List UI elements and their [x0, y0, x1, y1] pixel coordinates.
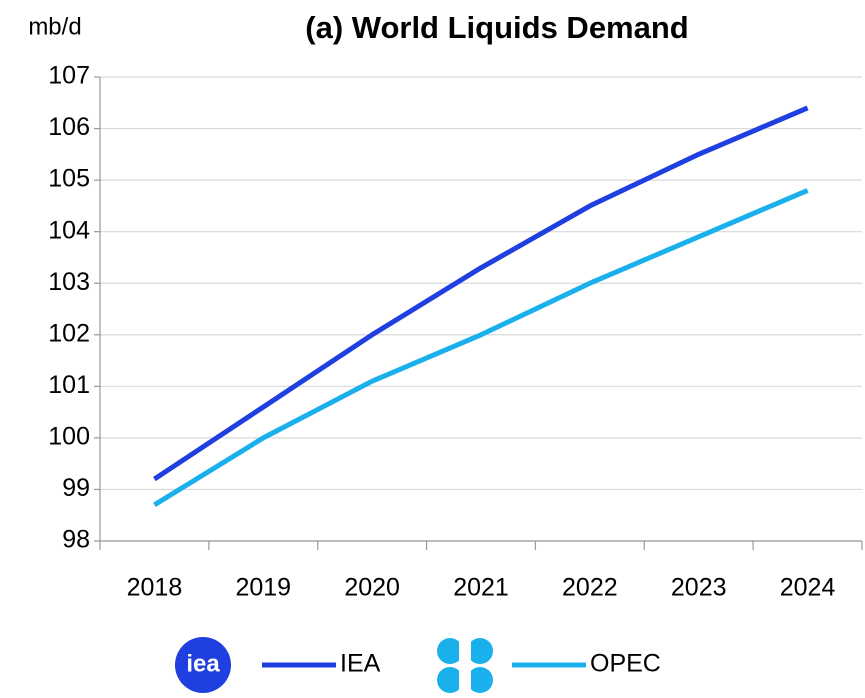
iea-logo-text: iea: [186, 650, 220, 677]
opec-logo: [437, 638, 493, 693]
legend-label: IEA: [340, 650, 381, 678]
y-axis-label: mb/d: [28, 13, 81, 40]
y-tick-label: 99: [62, 474, 90, 502]
x-tick-label: 2018: [127, 574, 183, 602]
x-tick-label: 2022: [562, 574, 618, 602]
y-tick-label: 105: [48, 165, 90, 193]
y-tick-label: 106: [48, 113, 90, 141]
legend-label: OPEC: [590, 650, 661, 678]
x-tick-label: 2024: [780, 574, 836, 602]
line-series: [153, 188, 809, 508]
y-tick-label: 107: [48, 62, 90, 90]
y-tick-label: 103: [48, 268, 90, 296]
chart-title: (a) World Liquids Demand: [305, 10, 689, 45]
x-tick-label: 2023: [671, 574, 727, 602]
x-tick-label: 2019: [235, 574, 291, 602]
line-series: [153, 105, 809, 482]
y-tick-label: 100: [48, 422, 90, 450]
y-tick-label: 101: [48, 371, 90, 399]
iea-logo: [175, 637, 231, 693]
y-tick-label: 98: [62, 526, 90, 554]
x-tick-label: 2021: [453, 574, 509, 602]
x-tick-label: 2020: [344, 574, 400, 602]
y-tick-label: 104: [48, 216, 90, 244]
y-tick-label: 102: [48, 319, 90, 347]
